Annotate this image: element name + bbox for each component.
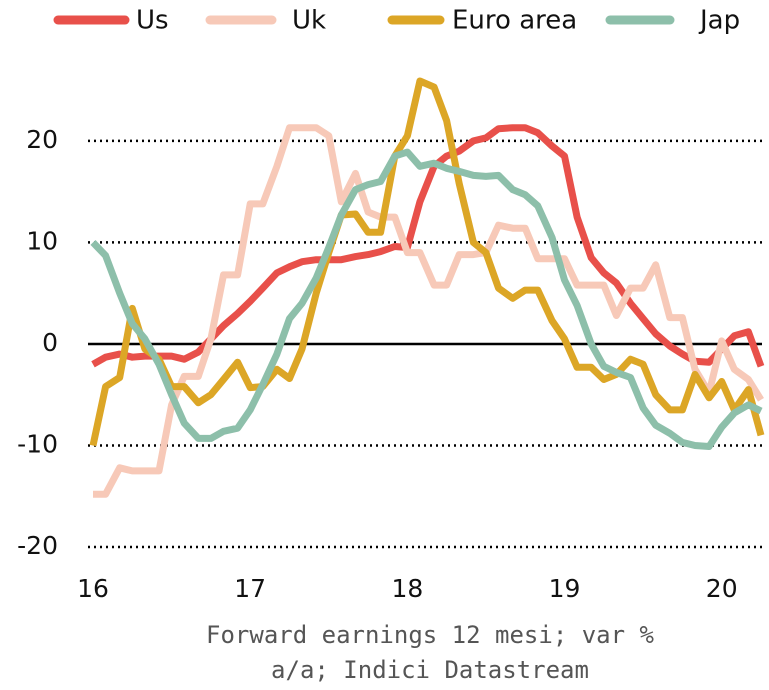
x-tick-label: 19 — [549, 574, 581, 603]
y-tick-label: -20 — [17, 531, 58, 560]
legend-label: Uk — [292, 6, 326, 36]
x-tick-label: 17 — [234, 574, 266, 603]
y-tick-label: 0 — [42, 328, 58, 357]
y-tick-label: 10 — [26, 226, 58, 255]
x-tick-label: 20 — [706, 574, 738, 603]
series-line — [90, 148, 763, 450]
series-line — [89, 77, 765, 447]
y-tick-label: 20 — [26, 125, 58, 154]
legend-label: Us — [136, 6, 169, 36]
caption: Forward earnings 12 mesi; var % — [206, 621, 654, 649]
series-line — [93, 124, 764, 498]
x-tick-label: 18 — [391, 574, 423, 603]
series-line — [91, 124, 765, 368]
y-tick-label: -10 — [17, 429, 58, 458]
x-tick-label: 16 — [77, 574, 109, 603]
caption: a/a; Indici Datastream — [271, 656, 589, 684]
legend-label: Jap — [698, 6, 740, 36]
legend-label: Euro area — [452, 6, 577, 36]
